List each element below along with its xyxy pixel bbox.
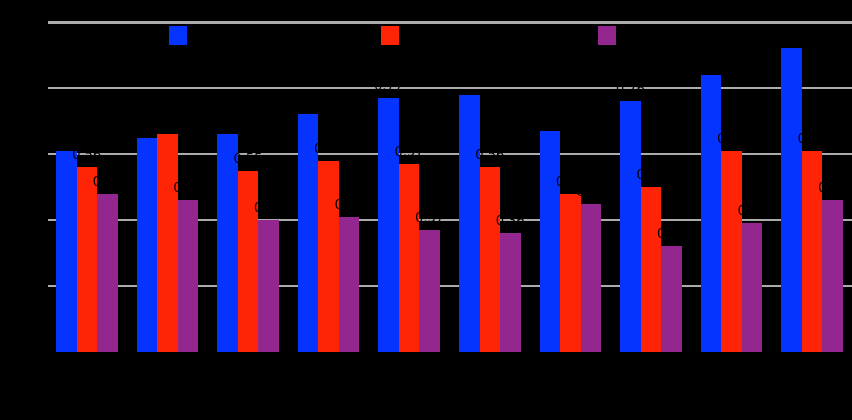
bar-series1-group1	[56, 150, 77, 352]
bar-value-label: 0.67	[535, 111, 565, 127]
bar-series3-group3	[258, 220, 279, 352]
bar-value-label: 0.66	[152, 115, 182, 131]
bar-series1-group3	[217, 134, 238, 352]
y-tick-label: 0.6	[21, 146, 42, 161]
gridline-y-1	[48, 21, 852, 24]
bar-series2-group10	[801, 150, 823, 352]
bar-value-label: 0.61	[717, 131, 747, 147]
bar-value-label: 0.50	[636, 168, 666, 183]
bar-value-label: 0.46	[818, 181, 848, 197]
bar-series1-group6	[459, 94, 480, 352]
bar-value-label: 0.46	[173, 181, 203, 197]
bar-value-label: 0.37	[415, 210, 445, 226]
bar-value-label: 0.65	[132, 118, 162, 134]
bar-series1-group8	[620, 101, 641, 352]
y-tick-label: 0.2	[21, 278, 42, 293]
bar-value-label: 0.72	[293, 95, 323, 111]
bar-series2-group9	[721, 150, 742, 352]
bar-series3-group4	[338, 216, 360, 352]
bar-series2-group2	[157, 134, 178, 352]
bar-series3-group1	[97, 193, 118, 352]
bar-value-label: 0.39	[737, 204, 767, 220]
bar-series1-group9	[700, 74, 722, 352]
bar-series3-group6	[500, 233, 521, 352]
bar-series1-group2	[136, 137, 158, 352]
bar-value-label: 0.77	[374, 78, 404, 94]
bar-value-label: 0.32	[656, 227, 686, 243]
bar-series3-group5	[419, 229, 440, 352]
bar-series1-group7	[539, 130, 561, 352]
bar-series3-group8	[661, 246, 682, 352]
bar-series3-group7	[580, 203, 602, 352]
bar-series1-group4	[297, 114, 319, 352]
bar-series1-group10	[781, 48, 802, 352]
bar-value-label: 0.36	[495, 214, 525, 230]
y-tick-label: 0.4	[21, 212, 42, 227]
bar-value-label: 0.48	[555, 174, 585, 190]
legend-swatch-series1	[169, 26, 187, 45]
bar-value-label: 0.61	[797, 131, 827, 147]
bar-value-label: 0.61	[51, 131, 81, 147]
bar-series2-group8	[640, 187, 662, 352]
bar-series3-group9	[741, 223, 763, 352]
gridline-y-0.4	[48, 219, 852, 221]
gridline-y-0.8	[48, 87, 852, 89]
bar-value-label: 0.48	[92, 174, 122, 190]
bar-series3-group2	[177, 200, 199, 352]
bar-series2-group4	[318, 160, 339, 352]
bar-value-label: 0.78	[454, 75, 484, 91]
bar-value-label: 0.58	[314, 141, 344, 157]
bar-series2-group5	[398, 163, 420, 352]
bar-series2-group6	[479, 167, 500, 352]
bar-value-label: 0.41	[334, 197, 364, 213]
legend-swatch-series3	[598, 26, 616, 45]
y-tick-label: 0.8	[21, 80, 42, 95]
bar-value-label: 0.57	[394, 144, 424, 160]
legend-swatch-series2	[381, 26, 399, 45]
bar-series1-group5	[378, 97, 399, 352]
bar-value-label: 0.76	[615, 82, 645, 98]
bar-value-label: 0.55	[233, 151, 263, 167]
bar-value-label: 0.40	[253, 201, 283, 216]
gridline-y-0.2	[48, 285, 852, 287]
bar-value-label: 0.56	[72, 148, 102, 164]
bar-value-label: 0.92	[777, 29, 807, 45]
bar-value-label: 0.66	[212, 115, 242, 131]
bar-series3-group10	[822, 200, 843, 352]
bar-value-label: 0.45	[576, 184, 606, 200]
gridline-y-0.6	[48, 153, 852, 155]
bar-series2-group1	[76, 167, 97, 352]
bar-value-label: 0.84	[696, 55, 726, 71]
bar-value-label: 0.56	[475, 148, 505, 164]
bar-series2-group3	[237, 170, 259, 352]
bar-series2-group7	[560, 193, 581, 352]
y-tick-label: 1.0	[21, 14, 42, 29]
y-tick-label: 0.0	[21, 344, 42, 359]
